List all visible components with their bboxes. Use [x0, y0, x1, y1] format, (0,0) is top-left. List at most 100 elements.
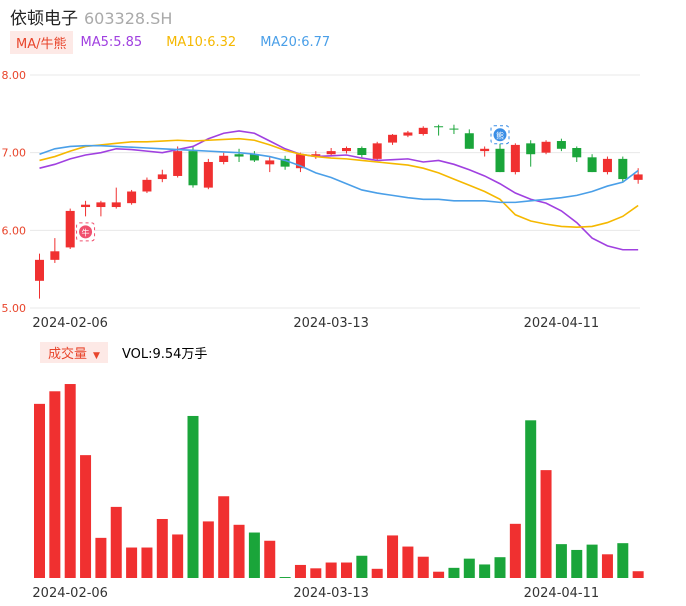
volume-bar [218, 496, 230, 578]
marker-label: 牛 [82, 227, 90, 237]
candle-body [510, 144, 520, 173]
volume-bar [525, 420, 537, 578]
candle [526, 140, 536, 167]
candle-body [35, 259, 44, 281]
candle-body [418, 127, 428, 135]
volume-bar [356, 555, 368, 578]
x-tick-label: 2024-04-11 [524, 316, 600, 330]
volume-chart[interactable]: 2024-02-06 2024-03-13 2024-04-11 [0, 366, 686, 606]
candle-body [127, 191, 137, 204]
volume-bar [601, 554, 613, 578]
candle-body [326, 151, 336, 155]
candle [342, 146, 351, 154]
volume-bar [417, 556, 429, 578]
candle [495, 142, 505, 173]
y-tick-label: 5.00 [2, 302, 27, 315]
volume-bar [632, 571, 644, 578]
volume-bar [172, 534, 184, 578]
candle-body [464, 133, 474, 149]
candle [173, 146, 183, 178]
candle [510, 143, 520, 175]
x-tick-label: 2024-02-06 [32, 316, 108, 330]
candle-body [541, 141, 551, 153]
candle-body [526, 143, 536, 155]
x-tick-label: 2024-03-13 [293, 586, 369, 601]
candle-body [556, 141, 566, 149]
candle [556, 138, 566, 152]
volume-bar [233, 524, 245, 578]
candle-body [618, 158, 628, 180]
volume-bar [64, 384, 76, 578]
volume-bar [509, 523, 521, 578]
volume-legend: 成交量 ▼ VOL:9.54万手 [40, 341, 208, 363]
x-tick-label: 2024-03-13 [293, 316, 369, 330]
volume-bar [95, 537, 107, 578]
marker-dot [493, 128, 507, 142]
marker-dot [79, 225, 93, 239]
candle-body [388, 134, 398, 143]
candle [388, 134, 398, 145]
volume-bar [248, 532, 260, 578]
volume-value: VOL:9.54万手 [121, 346, 208, 362]
candle [434, 124, 444, 136]
candle [35, 253, 44, 299]
volume-bar [202, 521, 214, 578]
stock-name: 依顿电子 [10, 9, 78, 29]
candle [280, 155, 290, 170]
ma5-label: MA5:5.85 [80, 34, 143, 50]
volume-bar [325, 562, 337, 578]
candle-body [142, 179, 152, 192]
candlestick-chart[interactable]: 8.00 7.00 6.00 5.00 牛 熊 2024-02-06 2024-03-13 20… [0, 0, 686, 330]
candle-body [602, 158, 612, 173]
candle-body [403, 132, 413, 136]
marker-label: 熊 [496, 130, 504, 140]
volume-indicator-selector[interactable]: 成交量 ▼ [40, 341, 108, 363]
candle [50, 238, 60, 263]
signal-marker: 牛 [76, 222, 96, 242]
candle-body [342, 148, 351, 152]
volume-bar [264, 540, 276, 578]
candle [81, 200, 91, 217]
volume-bar [110, 506, 122, 578]
candle-body [50, 251, 60, 260]
candle-body [219, 155, 229, 162]
volume-bar [49, 391, 61, 578]
volume-bar [494, 557, 506, 578]
candle-body [81, 204, 91, 208]
candle [142, 177, 152, 194]
volume-bar [310, 568, 322, 578]
candle [618, 156, 628, 183]
volume-tag-label: 成交量 [48, 346, 88, 362]
signal-marker: 熊 [490, 125, 510, 145]
candle-body [265, 160, 275, 165]
candle-body [188, 151, 198, 186]
candle [602, 156, 612, 175]
candle-body [372, 143, 382, 159]
volume-bar [371, 568, 383, 578]
volume-bar [141, 547, 153, 578]
candle [203, 158, 213, 190]
volume-bar [126, 547, 138, 578]
volume-bar [617, 543, 629, 578]
candle-body [65, 210, 75, 248]
candle-body [280, 158, 290, 167]
candle-body [434, 126, 444, 128]
y-tick-label: 7.00 [2, 147, 27, 160]
ma-legend: MA/牛熊 MA5:5.85 MA10:6.32 MA20:6.77 [10, 30, 354, 54]
volume-bar [279, 577, 291, 578]
ma-indicator-selector[interactable]: MA/牛熊 [10, 30, 73, 54]
x-tick-label: 2024-04-11 [524, 586, 600, 601]
volume-bar [540, 470, 552, 578]
y-tick-label: 8.00 [2, 69, 27, 82]
candle-body [480, 148, 490, 152]
candle [265, 156, 275, 173]
candle [541, 140, 551, 155]
stock-code: 603328.SH [84, 9, 173, 28]
volume-bar [34, 403, 45, 578]
candle [326, 148, 336, 156]
candle-body [249, 154, 259, 161]
candle-body [495, 148, 505, 173]
candle-body [449, 128, 459, 130]
ma10-label: MA10:6.32 [166, 34, 237, 50]
candle-body [173, 151, 183, 176]
